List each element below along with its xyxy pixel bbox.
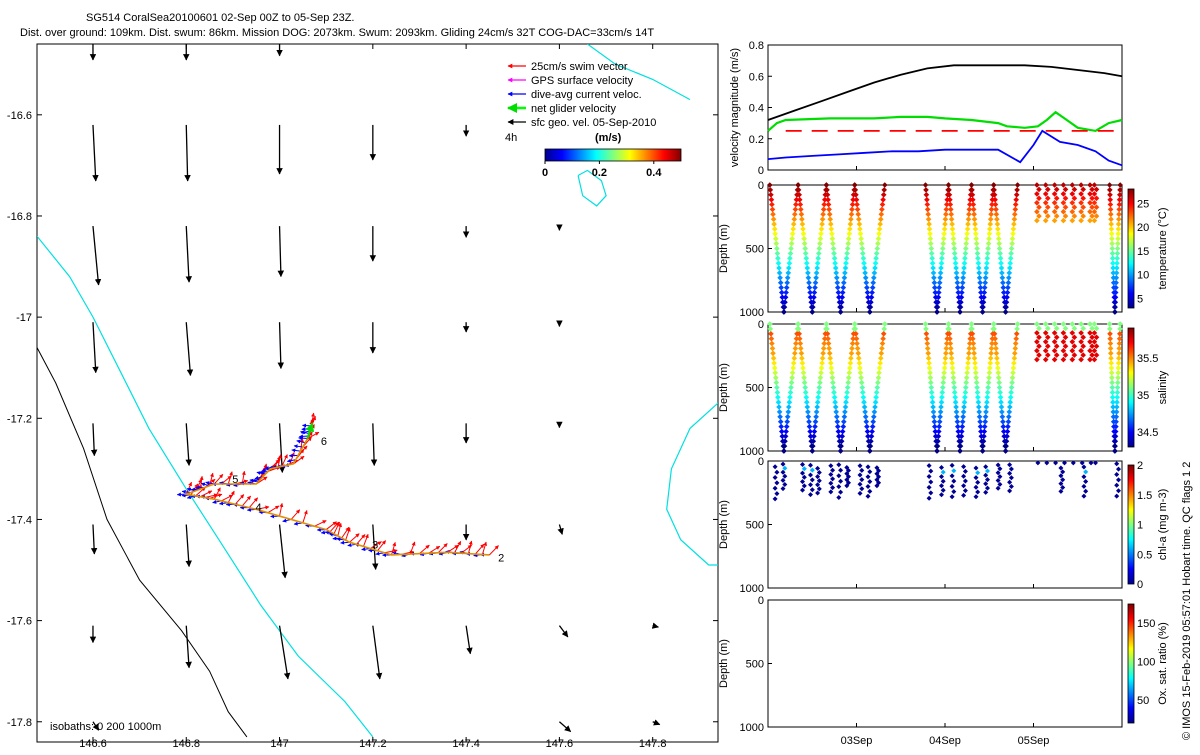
legend-label-1: GPS surface velocity <box>531 75 634 87</box>
section-colorbar-label: salinity <box>1157 370 1169 404</box>
colorbar-tick-label: 5 <box>1137 293 1143 305</box>
section-colorbar <box>1128 465 1134 584</box>
colorbar-tick-label: 15 <box>1137 246 1149 258</box>
map-panel: 2 3 4 5 6 146.6 146.8 147 147.2 147.4 147.6 147.8 -… <box>7 39 718 750</box>
map-xtick-label: 147 <box>270 738 288 750</box>
section-ytick-label: 500 <box>746 659 764 671</box>
colorbar-tick-label: 0 <box>542 167 548 179</box>
section-ylabel: Depth (m) <box>718 500 730 549</box>
section-axes-box <box>768 600 1122 727</box>
colorbar-tick-label: 20 <box>1137 222 1149 234</box>
velocity-ytick-label: 0.6 <box>749 71 764 83</box>
map-ytick-label: -17.8 <box>7 717 32 729</box>
map-xtick-label: 146.6 <box>79 738 107 750</box>
track-label-6: 6 <box>321 436 327 448</box>
colorbar-tick-label: 1.5 <box>1137 490 1152 502</box>
section-ytick-label: 0 <box>758 456 764 468</box>
map-ytick-label: -17.6 <box>7 616 32 628</box>
colorbar-tick-label: 100 <box>1137 657 1155 669</box>
colorbar-tick-label: 35 <box>1137 390 1149 402</box>
colorbar-tick-label: 10 <box>1137 270 1149 282</box>
velocity-ytick-label: 0.2 <box>749 134 764 146</box>
legend-note: 4h <box>505 132 517 144</box>
colorbar-tick-label: 34.5 <box>1137 427 1158 439</box>
colorbar-tick-label: 0 <box>1137 579 1143 591</box>
track-label-5: 5 <box>232 474 238 486</box>
legend-label-2: dive-avg current veloc. <box>531 89 642 101</box>
velocity-ytick-label: 0.8 <box>749 40 764 52</box>
title-line-2: Dist. over ground: 109km. Dist. swum: 86… <box>20 27 654 39</box>
map-ytick-label: -17.4 <box>7 514 32 526</box>
map-ytick-label: -17 <box>16 312 32 324</box>
section-ytick-label: 1000 <box>740 722 764 734</box>
legend-label-3: net glider velocity <box>531 103 616 115</box>
colorbar-tick-label: 35.5 <box>1137 353 1158 365</box>
section-colorbar-label: temperature (°C) <box>1157 207 1169 289</box>
section-ytick-label: 500 <box>746 244 764 256</box>
section-ytick-label: 500 <box>746 383 764 395</box>
colorbar-tick-label: 150 <box>1137 618 1155 630</box>
time-tick-label: 05Sep <box>1018 735 1050 747</box>
dac-vector <box>299 438 308 439</box>
section-ylabel: Depth (m) <box>718 363 730 412</box>
time-tick-label: 04Sep <box>929 735 961 747</box>
title-line-1: SG514 CoralSea20100601 02-Sep 00Z to 05-… <box>86 12 354 24</box>
map-xtick-label: 147.6 <box>546 738 574 750</box>
track-label-4: 4 <box>256 502 262 514</box>
map-ytick-label: -16.8 <box>7 211 32 223</box>
section-colorbar <box>1128 328 1134 447</box>
copyright-side-label: © IMOS 15-Feb-2019 05:57:01 Hobart time.… <box>1181 462 1193 740</box>
section-colorbar-label: chl-a (mg m-3) <box>1157 489 1169 561</box>
map-ytick-label: -17.2 <box>7 413 32 425</box>
legend-label-0: 25cm/s swim vector <box>531 61 628 73</box>
colorbar-unit-label: (m/s) <box>595 132 622 144</box>
map-xtick-label: 146.8 <box>172 738 200 750</box>
velocity-ytick-label: 0 <box>758 165 764 177</box>
map-xtick-label: 147.8 <box>639 738 667 750</box>
colorbar-tick-label: 1 <box>1137 520 1143 532</box>
colorbar-tick-label: 2 <box>1137 460 1143 472</box>
colorbar-tick-label: 50 <box>1137 695 1149 707</box>
section-ylabel: Depth (m) <box>718 224 730 273</box>
colorbar-tick-label: 0.4 <box>646 167 662 179</box>
colorbar-tick-label: 25 <box>1137 198 1149 210</box>
map-xtick-label: 147.2 <box>359 738 387 750</box>
section-panel-temp: 0 500 1000 Depth (m) 5 10 15 20 25 temperature (°… <box>718 180 1169 319</box>
map-xtick-label: 147.4 <box>452 738 480 750</box>
map-ytick-label: -16.6 <box>7 110 32 122</box>
velocity-panel: 0 0.2 0.4 0.6 0.8 velocity magnitude (m/s) <box>729 40 1122 177</box>
section-colorbar <box>1128 189 1134 308</box>
isobaths-label: isobaths: 0 200 1000m <box>50 721 161 733</box>
colorbar-tick-label: 0.5 <box>1137 549 1152 561</box>
velocity-ylabel: velocity magnitude (m/s) <box>729 48 741 167</box>
section-colorbar <box>1128 604 1134 723</box>
track-label-3: 3 <box>372 540 378 552</box>
section-ytick-label: 500 <box>746 520 764 532</box>
velocity-ytick-label: 0.4 <box>749 103 764 115</box>
section-ytick-label: 0 <box>758 180 764 192</box>
section-ytick-label: 1000 <box>740 583 764 595</box>
section-ylabel: Depth (m) <box>718 639 730 688</box>
section-ytick-label: 1000 <box>740 307 764 319</box>
legend-label-4: sfc geo. vel. 05-Sep-2010 <box>531 117 656 129</box>
time-tick-label: 03Sep <box>841 735 873 747</box>
dac-vector <box>299 436 308 437</box>
colorbar-tick-label: 0.2 <box>592 167 607 179</box>
velocity-axes-box <box>768 45 1122 170</box>
section-panel-chla: 0 500 1000 Depth (m) 0 0.5 1 1.5 2 chl-a (mg m-3) <box>718 456 1169 595</box>
track-label-2: 2 <box>498 552 504 564</box>
speed-colorbar <box>545 149 681 161</box>
section-colorbar-label: Ox. sat. ratio (%) <box>1157 622 1169 705</box>
section-ytick-label: 0 <box>758 319 764 331</box>
section-ytick-label: 0 <box>758 595 764 607</box>
